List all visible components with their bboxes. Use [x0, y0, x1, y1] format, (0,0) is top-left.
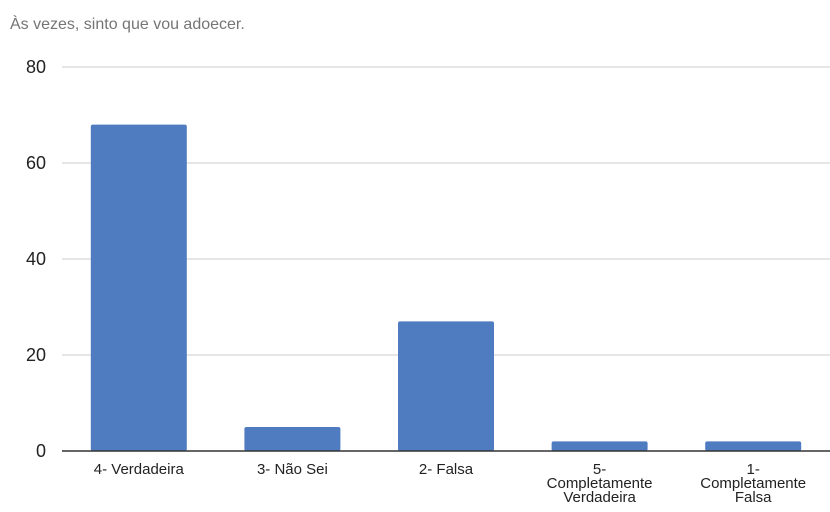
x-category-label: 4- Verdadeira	[94, 461, 185, 478]
x-category-label-line: 2- Falsa	[419, 461, 474, 478]
y-tick-label: 0	[36, 441, 46, 461]
x-category-label-line: Completamente	[547, 475, 653, 492]
x-category-label-line: Falsa	[735, 489, 772, 506]
x-category-label-line: 1-	[747, 461, 760, 478]
x-category-label-line: Completamente	[700, 475, 806, 492]
bar[interactable]	[90, 124, 187, 451]
x-category-label-line: 5-	[593, 461, 606, 478]
x-category-label: 5-Completamente Verdadeira	[547, 461, 653, 506]
x-category-label-line: Verdadeira	[563, 489, 636, 506]
bar[interactable]	[244, 427, 341, 451]
x-category-label: 2- Falsa	[419, 461, 474, 478]
y-tick-label: 20	[26, 345, 46, 365]
y-tick-label: 60	[26, 153, 46, 173]
y-tick-label: 80	[26, 57, 46, 77]
chart-title: Às vezes, sinto que vou adoecer.	[10, 16, 245, 33]
y-tick-labels: 0 20 40 60 80	[26, 57, 46, 461]
bar[interactable]	[551, 441, 648, 451]
x-category-label: 3- Não Sei	[257, 461, 328, 478]
x-category-label-line: 3- Não Sei	[257, 461, 328, 478]
bars	[90, 124, 802, 451]
bar[interactable]	[705, 441, 802, 451]
x-category-label-line: 4- Verdadeira	[94, 461, 185, 478]
bar[interactable]	[398, 321, 494, 451]
x-category-label: 1-Completamente Falsa	[700, 461, 806, 506]
x-category-labels: 4- Verdadeira 3- Não Sei 2- Falsa 5-Complet…	[94, 461, 806, 506]
y-tick-label: 40	[26, 249, 46, 269]
